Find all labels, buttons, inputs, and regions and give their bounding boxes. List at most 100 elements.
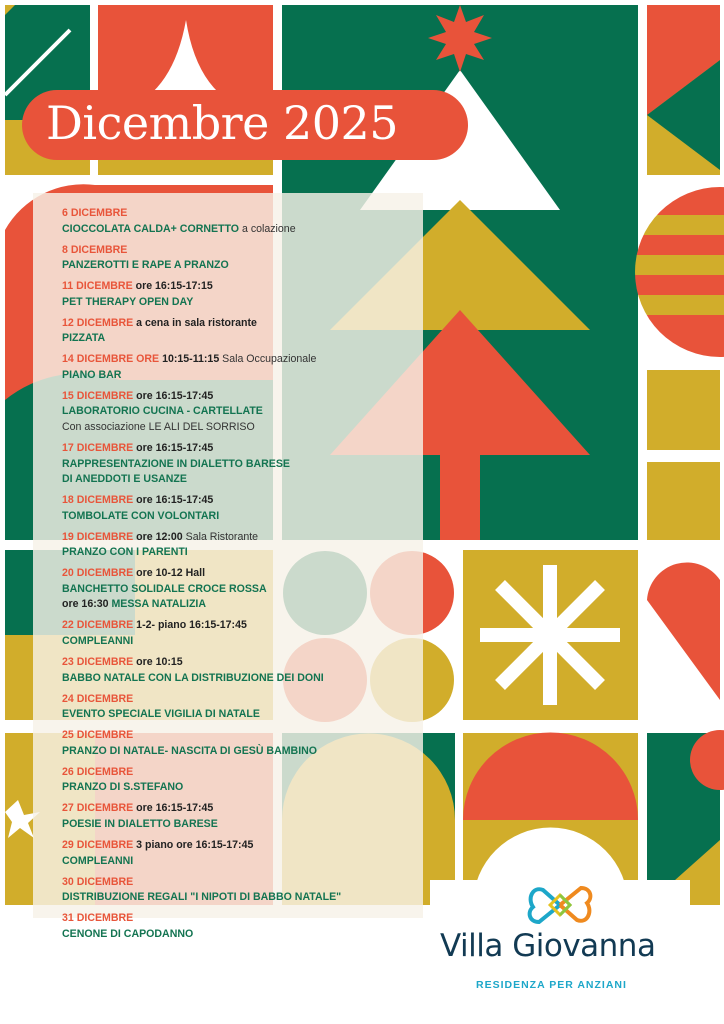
event-item: 19 DICEMBRE ore 12:00 Sala Ristorante PRA… [62, 530, 442, 561]
event-date: 8 DICEMBRE [62, 243, 128, 256]
event-detail: ore 16:15-17:15 [132, 280, 213, 293]
event-line: COMPLEANNI [62, 854, 442, 870]
event-line: DI ANEDDOTI E USANZE [62, 472, 442, 488]
event-line: CENONE DI CAPODANNO [62, 927, 442, 943]
event-detail: 10:15-11:15 [159, 353, 220, 366]
event-line: 19 DICEMBRE ore 12:00 Sala Ristorante [62, 530, 442, 546]
event-title: DISTRIBUZIONE REGALI "I NIPOTI DI BABBO … [62, 891, 342, 904]
logo-subtitle: RESIDENZA PER ANZIANI [476, 979, 627, 991]
event-line: EVENTO SPECIALE VIGILIA DI NATALE [62, 707, 442, 723]
event-detail: a cena in sala ristorante [133, 316, 257, 329]
event-item: 30 DICEMBRE DISTRIBUZIONE REGALI "I NIPOT… [62, 875, 442, 906]
event-title: POESIE IN DIALETTO BARESE [62, 817, 218, 830]
event-item: 6 DICEMBRE CIOCCOLATA CALDA+ CORNETTO a c… [62, 206, 442, 237]
event-title: PRANZO DI NATALE- NASCITA DI GESÙ BAMBIN… [62, 744, 318, 757]
title-banner: Dicembre 2025 [22, 90, 468, 160]
event-line: 24 DICEMBRE [62, 692, 442, 708]
event-line: PIANO BAR [62, 368, 442, 384]
event-title: PANZEROTTI E RAPE A PRANZO [62, 259, 229, 272]
event-title: BABBO NATALE CON LA DISTRIBUZIONE DEI DO… [62, 671, 324, 684]
event-detail: Sala Ristorante [182, 530, 259, 543]
event-item: 27 DICEMBRE ore 16:15-17:45 POESIE IN DIA… [62, 801, 442, 832]
event-item: 8 DICEMBRE PANZEROTTI E RAPE A PRANZO [62, 243, 442, 274]
event-date: 18 DICEMBRE [62, 494, 134, 507]
event-line: PRANZO DI NATALE- NASCITA DI GESÙ BAMBIN… [62, 744, 442, 760]
event-detail: 1-2- piano 16:15-17:45 [133, 619, 247, 632]
event-title: COMPLEANNI [62, 854, 134, 867]
event-date: 24 DICEMBRE [62, 692, 134, 705]
event-line: RAPPRESENTAZIONE IN DIALETTO BARESE [62, 457, 442, 473]
event-line: 31 DICEMBRE [62, 911, 442, 927]
event-date: 14 DICEMBRE ORE [62, 353, 160, 366]
event-item: 23 DICEMBRE ore 10:15 BABBO NATALE CON LA… [62, 655, 442, 686]
event-line: TOMBOLATE CON VOLONTARI [62, 509, 442, 525]
event-title: BANCHETTO SOLIDALE CROCE ROSSA [62, 582, 267, 595]
event-date: 31 DICEMBRE [62, 912, 134, 925]
event-line: 26 DICEMBRE [62, 765, 442, 781]
event-date: 19 DICEMBRE [62, 530, 134, 543]
event-detail: ore 10:15 [133, 656, 183, 669]
logo-name: Villa Giovanna [440, 928, 656, 964]
event-date: 17 DICEMBRE [62, 442, 134, 455]
event-detail: ore 10-12 Hall [133, 567, 206, 580]
event-date: 27 DICEMBRE [62, 802, 134, 815]
event-item: 25 DICEMBRE PRANZO DI NATALE- NASCITA DI … [62, 728, 442, 759]
event-line: 12 DICEMBRE a cena in sala ristorante [62, 316, 442, 332]
event-item: 15 DICEMBRE ore 16:15-17:45 LABORATORIO C… [62, 389, 442, 436]
butterfly-hearts-icon [527, 885, 593, 925]
events-list: 6 DICEMBRE CIOCCOLATA CALDA+ CORNETTO a c… [62, 206, 442, 948]
event-line: PIZZATA [62, 331, 442, 347]
event-line: 29 DICEMBRE 3 piano ore 16:15-17:45 [62, 838, 442, 854]
event-line: POESIE IN DIALETTO BARESE [62, 817, 442, 833]
event-date: 6 DICEMBRE [62, 207, 128, 219]
event-line: 11 DICEMBRE ore 16:15-17:15 [62, 279, 442, 295]
event-title: RAPPRESENTAZIONE IN DIALETTO BARESE [62, 457, 290, 470]
event-detail: ore 16:15-17:45 [133, 389, 214, 402]
event-item: 14 DICEMBRE ORE 10:15-11:15 Sala Occupaz… [62, 352, 442, 383]
event-title: DI ANEDDOTI E USANZE [62, 473, 187, 486]
event-item: 12 DICEMBRE a cena in sala ristorante PIZ… [62, 316, 442, 347]
event-line: BANCHETTO SOLIDALE CROCE ROSSA [62, 582, 442, 598]
event-date: 12 DICEMBRE [62, 316, 134, 329]
events-panel [33, 193, 423, 918]
event-line: DISTRIBUZIONE REGALI "I NIPOTI DI BABBO … [62, 890, 442, 906]
event-item: 31 DICEMBRE CENONE DI CAPODANNO [62, 911, 442, 942]
event-detail: ore 16:30 [62, 598, 109, 611]
event-line: 20 DICEMBRE ore 10-12 Hall [62, 566, 442, 582]
event-detail: ore 12:00 [133, 530, 183, 543]
event-detail: 3 piano ore 16:15-17:45 [133, 839, 254, 851]
event-title: PRANZO DI S.STEFANO [62, 781, 184, 794]
event-line: 30 DICEMBRE [62, 875, 442, 891]
event-detail: Sala Occupazionale [219, 353, 317, 366]
event-item: 24 DICEMBRE EVENTO SPECIALE VIGILIA DI NA… [62, 692, 442, 723]
event-line: 17 DICEMBRE ore 16:15-17:45 [62, 441, 442, 457]
event-title: CENONE DI CAPODANNO [62, 927, 194, 940]
event-line: 27 DICEMBRE ore 16:15-17:45 [62, 801, 442, 817]
page-title: Dicembre 2025 [46, 96, 399, 150]
event-date: 26 DICEMBRE [62, 765, 134, 778]
event-line: 25 DICEMBRE [62, 728, 442, 744]
event-date: 29 DICEMBRE [62, 839, 134, 851]
event-line: PANZEROTTI E RAPE A PRANZO [62, 258, 442, 274]
event-item: 22 DICEMBRE 1-2- piano 16:15-17:45 COMPLE… [62, 618, 442, 649]
event-date: 22 DICEMBRE [62, 619, 134, 632]
event-line: COMPLEANNI [62, 634, 442, 650]
event-date: 30 DICEMBRE [62, 875, 134, 888]
event-line: 15 DICEMBRE ore 16:15-17:45 [62, 389, 442, 405]
event-item: 18 DICEMBRE ore 16:15-17:45 TOMBOLATE CON… [62, 493, 442, 524]
event-line: PRANZO DI S.STEFANO [62, 780, 442, 796]
event-title: MESSA NATALIZIA [108, 598, 207, 611]
event-line: 22 DICEMBRE 1-2- piano 16:15-17:45 [62, 618, 442, 634]
event-item: 20 DICEMBRE ore 10-12 Hall BANCHETTO SOLI… [62, 566, 442, 613]
event-line: PRANZO CON I PARENTI [62, 545, 442, 561]
event-item: 26 DICEMBRE PRANZO DI S.STEFANO [62, 765, 442, 796]
event-title: TOMBOLATE CON VOLONTARI [62, 509, 220, 522]
event-item: 17 DICEMBRE ore 16:15-17:45 RAPPRESENTAZI… [62, 441, 442, 488]
event-line: 18 DICEMBRE ore 16:15-17:45 [62, 493, 442, 509]
event-line: 8 DICEMBRE [62, 243, 442, 259]
event-title: LABORATORIO CUCINA - CARTELLATE [62, 405, 263, 418]
event-detail: Con associazione LE ALI DEL SORRISO [62, 420, 255, 433]
event-line: 14 DICEMBRE ORE 10:15-11:15 Sala Occupaz… [62, 352, 442, 368]
event-line: ore 16:30 MESSA NATALIZIA [62, 597, 442, 613]
event-date: 15 DICEMBRE [62, 389, 134, 402]
